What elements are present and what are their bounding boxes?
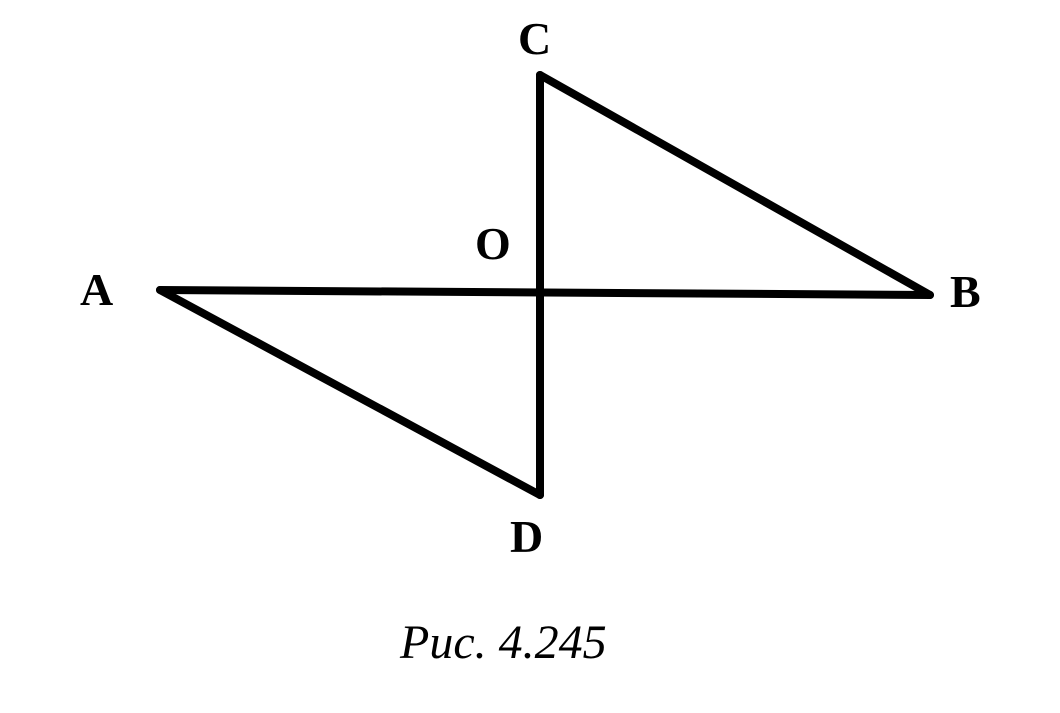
label-C: C [518,12,551,65]
geometry-diagram: A B C D O Рис. 4.245 [0,0,1060,713]
label-O: O [475,217,511,270]
label-B: B [950,265,981,318]
label-A: A [80,263,113,316]
figure-caption: Рис. 4.245 [400,615,607,670]
diagram-svg [0,0,1060,713]
label-D: D [510,510,543,563]
